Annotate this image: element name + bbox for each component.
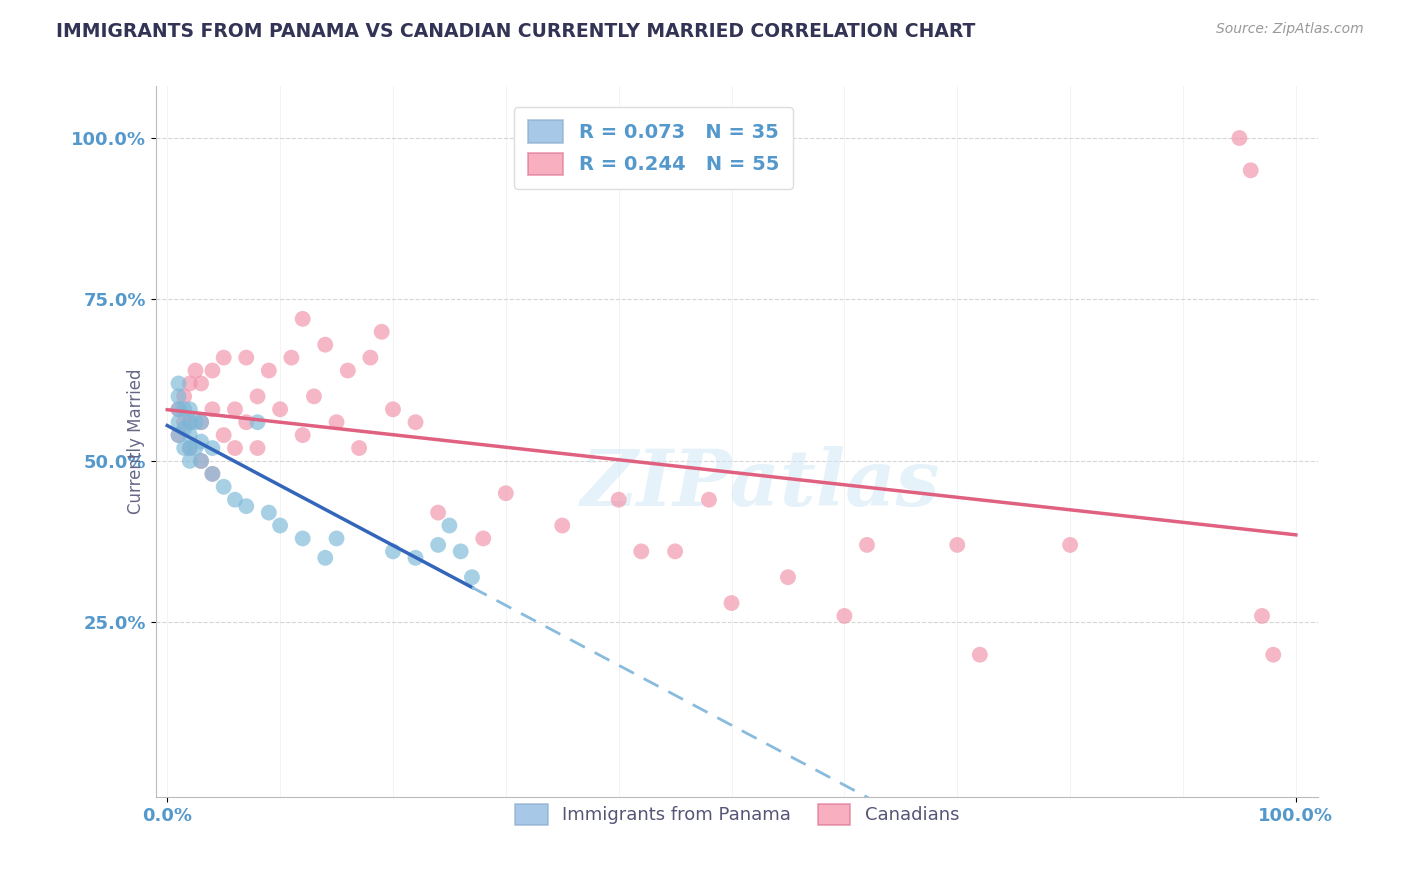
Point (257, 363, 280, 377)
Point (495, 486, 517, 500)
Point (246, 441, 269, 455)
Point (551, 518, 574, 533)
Point (235, 499, 257, 513)
Point (461, 570, 484, 584)
Point (201, 441, 224, 455)
Point (314, 337, 336, 351)
Legend: Immigrants from Panama, Canadians: Immigrants from Panama, Canadians (506, 795, 969, 834)
Point (190, 454, 212, 468)
Point (472, 532, 495, 546)
Point (190, 376, 212, 391)
Point (325, 415, 347, 429)
Point (167, 389, 190, 403)
Point (179, 441, 201, 455)
Text: Source: ZipAtlas.com: Source: ZipAtlas.com (1216, 22, 1364, 37)
Point (201, 467, 224, 481)
Point (269, 402, 291, 417)
Point (201, 363, 224, 377)
Point (201, 402, 224, 417)
Point (405, 415, 427, 429)
Point (246, 415, 269, 429)
Point (184, 415, 207, 429)
Point (720, 596, 742, 610)
Text: IMMIGRANTS FROM PANAMA VS CANADIAN CURRENTLY MARRIED CORRELATION CHART: IMMIGRANTS FROM PANAMA VS CANADIAN CURRE… (56, 22, 976, 41)
Point (173, 441, 195, 455)
Point (179, 402, 201, 417)
Point (325, 532, 347, 546)
Point (291, 311, 314, 326)
Point (184, 363, 207, 377)
Point (179, 415, 201, 429)
Point (1251, 609, 1274, 624)
Point (1240, 163, 1263, 178)
Point (302, 389, 325, 403)
Point (630, 544, 652, 558)
Point (179, 376, 201, 391)
Point (212, 480, 235, 494)
Point (190, 415, 212, 429)
Point (179, 454, 201, 468)
Point (224, 402, 246, 417)
Point (1263, 648, 1285, 662)
Y-axis label: Currently Married: Currently Married (127, 368, 145, 515)
Point (179, 441, 201, 455)
Point (969, 648, 991, 662)
Point (1059, 538, 1081, 552)
Point (179, 415, 201, 429)
Point (450, 544, 472, 558)
Point (167, 402, 190, 417)
Point (167, 428, 190, 442)
Point (179, 428, 201, 442)
Point (167, 415, 190, 429)
Point (347, 441, 370, 455)
Point (269, 518, 291, 533)
Point (291, 532, 314, 546)
Point (427, 538, 450, 552)
Point (314, 550, 336, 565)
Point (184, 441, 207, 455)
Point (201, 467, 224, 481)
Point (224, 441, 246, 455)
Point (1229, 131, 1251, 145)
Point (173, 402, 195, 417)
Point (224, 492, 246, 507)
Point (167, 428, 190, 442)
Point (235, 351, 257, 365)
Point (246, 389, 269, 403)
Point (336, 363, 359, 377)
Point (173, 415, 195, 429)
Point (697, 492, 720, 507)
Point (190, 415, 212, 429)
Point (190, 454, 212, 468)
Point (664, 544, 686, 558)
Point (173, 422, 195, 436)
Point (173, 389, 195, 403)
Point (381, 544, 404, 558)
Point (405, 550, 427, 565)
Point (167, 402, 190, 417)
Text: ZIPatlas: ZIPatlas (581, 446, 941, 523)
Point (370, 325, 392, 339)
Point (280, 351, 302, 365)
Point (257, 506, 280, 520)
Point (834, 609, 856, 624)
Point (235, 415, 257, 429)
Point (381, 402, 404, 417)
Point (212, 351, 235, 365)
Point (946, 538, 969, 552)
Point (167, 376, 190, 391)
Point (856, 538, 879, 552)
Point (359, 351, 381, 365)
Point (190, 434, 212, 449)
Point (607, 492, 630, 507)
Point (427, 506, 450, 520)
Point (212, 428, 235, 442)
Point (776, 570, 799, 584)
Point (291, 428, 314, 442)
Point (439, 518, 461, 533)
